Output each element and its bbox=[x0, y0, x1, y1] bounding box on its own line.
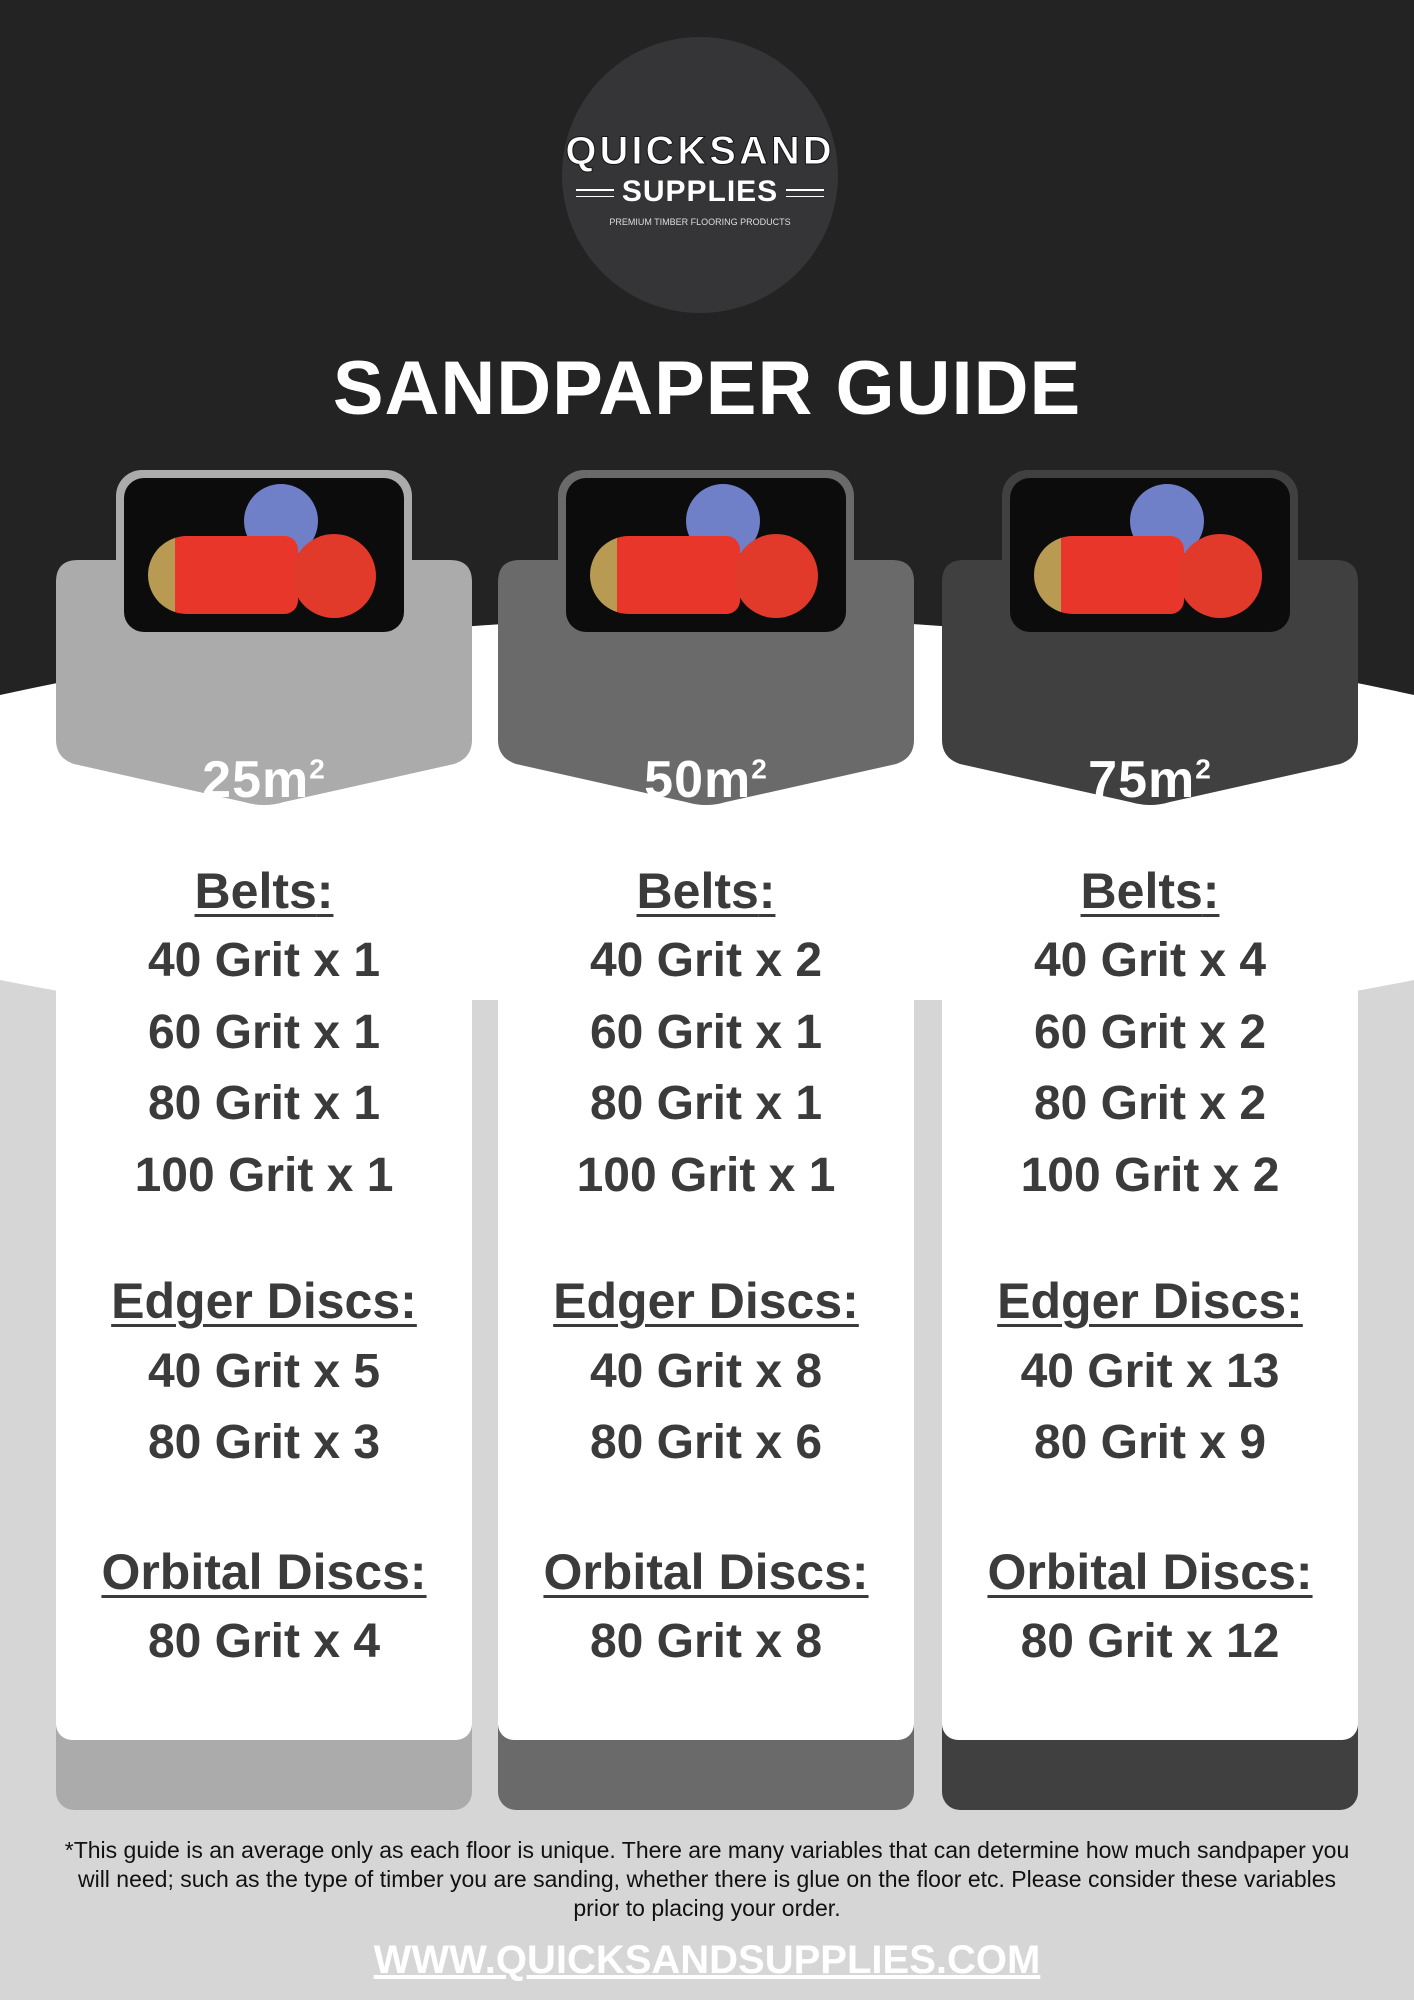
edger-disc-item: 80 Grit x 3 bbox=[147, 1416, 381, 1469]
belts-heading: Belts: bbox=[1080, 863, 1220, 919]
orbital-discs-heading: Orbital Discs: bbox=[543, 1544, 869, 1600]
belt-item: 60 Grit x 1 bbox=[589, 1006, 823, 1059]
orbital-disc-item: 80 Grit x 4 bbox=[147, 1615, 381, 1668]
area-label: 75m2 bbox=[1088, 751, 1212, 809]
belt-item: 80 Grit x 1 bbox=[589, 1077, 823, 1130]
edger-discs-heading: Edger Discs: bbox=[553, 1273, 859, 1329]
belt-item: 40 Grit x 2 bbox=[589, 934, 823, 987]
product-photo bbox=[116, 470, 412, 640]
edger-discs-heading: Edger Discs: bbox=[997, 1273, 1303, 1329]
area-label: 25m2 bbox=[202, 751, 326, 809]
belt-item: 100 Grit x 2 bbox=[1020, 1149, 1280, 1202]
package-card: 25m2 Belts: 40 Grit x 1 60 Grit x 1 80 Grit… bbox=[56, 470, 472, 1810]
card-body bbox=[498, 670, 914, 1740]
area-label: 50m2 bbox=[644, 751, 768, 809]
website-link[interactable]: WWW.QUICKSANDSUPPLIES.COM bbox=[373, 1938, 1041, 1982]
belts-heading: Belts: bbox=[194, 863, 334, 919]
page-title: SANDPAPER GUIDE bbox=[332, 346, 1082, 431]
orbital-discs-heading: Orbital Discs: bbox=[101, 1544, 427, 1600]
logo-name-bottom: SUPPLIES bbox=[562, 175, 838, 209]
edger-disc-item: 80 Grit x 9 bbox=[1033, 1416, 1267, 1469]
edger-discs-heading: Edger Discs: bbox=[111, 1273, 417, 1329]
belt-item: 60 Grit x 2 bbox=[1033, 1006, 1267, 1059]
belt-item: 40 Grit x 4 bbox=[1033, 934, 1267, 987]
edger-disc-item: 40 Grit x 8 bbox=[589, 1345, 823, 1398]
product-photo bbox=[558, 470, 854, 640]
product-photo bbox=[1002, 470, 1298, 640]
orbital-disc-item: 80 Grit x 12 bbox=[1020, 1615, 1280, 1668]
belt-item: 40 Grit x 1 bbox=[147, 934, 381, 987]
belt-item: 100 Grit x 1 bbox=[134, 1149, 394, 1202]
belt-item: 100 Grit x 1 bbox=[576, 1149, 836, 1202]
disclaimer: *This guide is an average only as each f… bbox=[64, 1837, 1350, 1921]
card-body bbox=[942, 670, 1358, 1740]
belts-heading: Belts: bbox=[636, 863, 776, 919]
belt-item: 80 Grit x 2 bbox=[1033, 1077, 1267, 1130]
edger-disc-item: 80 Grit x 6 bbox=[589, 1416, 823, 1469]
edger-disc-item: 40 Grit x 5 bbox=[147, 1345, 381, 1398]
orbital-disc-item: 80 Grit x 8 bbox=[589, 1615, 823, 1668]
logo-tagline: PREMIUM TIMBER FLOORING PRODUCTS bbox=[609, 217, 791, 227]
belt-item: 80 Grit x 1 bbox=[147, 1077, 381, 1130]
logo-name-top: QUICKSAND bbox=[565, 129, 835, 174]
belt-item: 60 Grit x 1 bbox=[147, 1006, 381, 1059]
brand-logo: QUICKSAND SUPPLIES PREMIUM TIMBER FLOORI… bbox=[562, 37, 838, 313]
edger-disc-item: 40 Grit x 13 bbox=[1020, 1345, 1280, 1398]
package-card: 75m2 Belts: 40 Grit x 4 60 Grit x 2 80 Grit… bbox=[942, 470, 1358, 1810]
card-body bbox=[56, 670, 472, 1740]
orbital-discs-heading: Orbital Discs: bbox=[987, 1544, 1313, 1600]
package-card: 50m2 Belts: 40 Grit x 2 60 Grit x 1 80 Grit… bbox=[498, 470, 914, 1810]
